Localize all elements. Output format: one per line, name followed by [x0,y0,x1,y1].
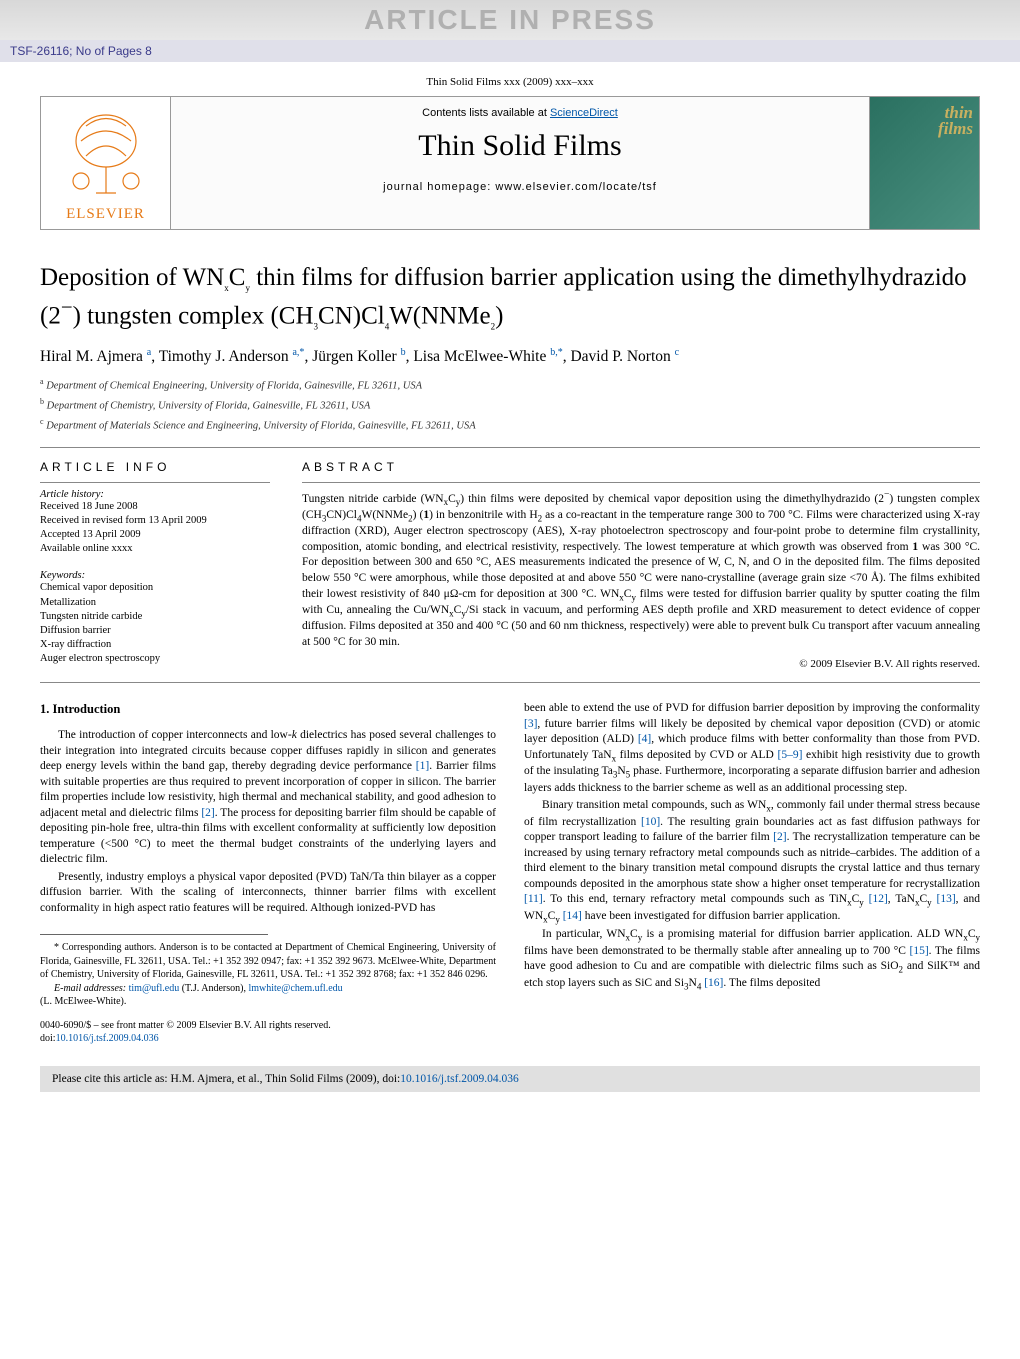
right-column: been able to extend the use of PVD for d… [524,701,980,1046]
keywords-list: Chemical vapor depositionMetallizationTu… [40,581,270,666]
paragraph: The introduction of copper interconnects… [40,728,496,868]
keyword: Chemical vapor deposition [40,581,270,595]
front-matter-line: 0040-6090/$ – see front matter © 2009 El… [40,1019,496,1033]
article-info-column: ARTICLE INFO Article history: Received 1… [40,460,270,671]
author-list: Hiral M. Ajmera a, Timothy J. Anderson a… [40,347,980,366]
paragraph: been able to extend the use of PVD for d… [524,701,980,796]
keyword: Diffusion barrier [40,624,270,638]
abstract-text: Tungsten nitride carbide (WNxCy) thin fi… [302,489,980,651]
contents-available-line: Contents lists available at ScienceDirec… [181,107,859,119]
keyword: Auger electron spectroscopy [40,652,270,666]
doi-line: doi:10.1016/j.tsf.2009.04.036 [40,1032,496,1046]
abs-divider [302,482,980,483]
article-title: Deposition of WNxCy thin films for diffu… [40,262,980,333]
corr-text: * Corresponding authors. Anderson is to … [40,941,496,982]
contents-prefix: Contents lists available at [422,107,550,119]
email-link-1[interactable]: tim@ufl.edu [129,983,180,994]
history-line: Received 18 June 2008 [40,500,270,514]
elsevier-wordmark: ELSEVIER [66,206,145,223]
journal-title: Thin Solid Films [181,129,859,163]
body-columns: 1. Introduction The introduction of copp… [40,701,980,1046]
keyword: X-ray diffraction [40,638,270,652]
doi-block: 0040-6090/$ – see front matter © 2009 El… [40,1019,496,1046]
abstract-head: ABSTRACT [302,460,980,474]
elsevier-logo: ELSEVIER [51,103,161,223]
corresponding-author-note: * Corresponding authors. Anderson is to … [40,941,496,1009]
citation-bar: Please cite this article as: H.M. Ajmera… [40,1066,980,1092]
cover-text: thin films [938,105,973,137]
journal-reference: Thin Solid Films xxx (2009) xxx–xxx [0,76,1020,88]
history-line: Received in revised form 13 April 2009 [40,514,270,528]
paragraph: In particular, WNxCy is a promising mate… [524,927,980,992]
article-info-head: ARTICLE INFO [40,460,270,474]
watermark-bar: ARTICLE IN PRESS [0,0,1020,40]
doi-link[interactable]: 10.1016/j.tsf.2009.04.036 [56,1033,159,1044]
cite-prefix: Please cite this article as: H.M. Ajmera… [52,1073,400,1085]
left-column: 1. Introduction The introduction of copp… [40,701,496,1046]
abstract-copyright: © 2009 Elsevier B.V. All rights reserved… [302,658,980,670]
paragraph: Binary transition metal compounds, such … [524,798,980,925]
journal-cover-thumb: thin films [869,97,979,229]
publisher-logo-cell: ELSEVIER [41,97,171,229]
divider [40,682,980,683]
cover-line2: films [938,121,973,137]
info-abstract-row: ARTICLE INFO Article history: Received 1… [40,460,980,671]
article-history: Received 18 June 2008Received in revised… [40,500,270,557]
email-link-2[interactable]: lmwhite@chem.ufl.edu [248,983,342,994]
history-head: Article history: [40,489,270,500]
history-line: Accepted 13 April 2009 [40,528,270,542]
email-who-1: (T.J. Anderson), [179,983,248,994]
keyword: Tungsten nitride carbide [40,610,270,624]
divider [40,447,980,448]
affiliations: a Department of Chemical Engineering, Un… [40,376,980,435]
email-line: E-mail addresses: tim@ufl.edu (T.J. Ande… [40,982,496,996]
elsevier-tree-icon [61,111,151,206]
section-1-head: 1. Introduction [40,701,496,718]
article-body: Deposition of WNxCy thin films for diffu… [0,262,1020,1046]
footnote-separator [40,934,268,935]
affiliation: a Department of Chemical Engineering, Un… [40,376,980,394]
keywords-head: Keywords: [40,570,270,581]
journal-header-box: ELSEVIER Contents lists available at Sci… [40,96,980,230]
email-who-2: (L. McElwee-White). [40,995,496,1009]
model-reference: TSF-26116; No of Pages 8 [0,40,1020,62]
doi-label: doi: [40,1033,56,1044]
keyword: Metallization [40,596,270,610]
paragraph: Presently, industry employs a physical v… [40,870,496,917]
header-center: Contents lists available at ScienceDirec… [171,97,869,229]
abstract-column: ABSTRACT Tungsten nitride carbide (WNxCy… [302,460,980,671]
sciencedirect-link[interactable]: ScienceDirect [550,107,618,119]
journal-homepage: journal homepage: www.elsevier.com/locat… [181,181,859,193]
affiliation: c Department of Materials Science and En… [40,416,980,434]
history-line: Available online xxxx [40,542,270,556]
email-label: E-mail addresses: [54,983,129,994]
watermark-text: ARTICLE IN PRESS [10,4,1010,36]
cite-doi-link[interactable]: 10.1016/j.tsf.2009.04.036 [400,1073,519,1085]
info-divider [40,482,270,483]
affiliation: b Department of Chemistry, University of… [40,396,980,414]
